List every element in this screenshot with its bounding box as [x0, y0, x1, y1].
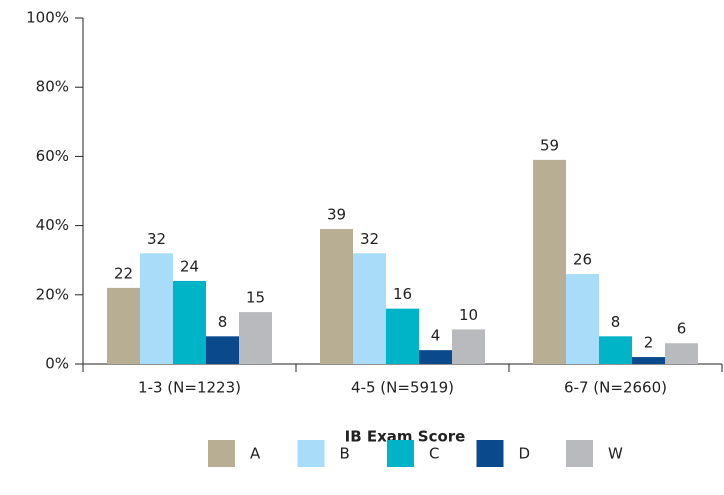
data-label: 15: [246, 289, 265, 307]
y-tick-label: 20%: [36, 285, 69, 303]
legend-label: B: [340, 445, 350, 463]
bar: [533, 159, 566, 364]
data-label: 6: [677, 320, 687, 338]
bar: [353, 253, 386, 364]
bar: [566, 274, 599, 364]
legend-label: A: [250, 445, 261, 463]
legend-swatch: [387, 440, 414, 467]
data-label: 26: [573, 251, 592, 269]
x-tick-label: 6-7 (N=2660): [564, 379, 667, 397]
bar: [665, 343, 698, 364]
bar: [386, 308, 419, 364]
data-label: 2: [644, 334, 654, 352]
data-label: 59: [540, 136, 559, 154]
legend-label: W: [608, 445, 623, 463]
data-label: 8: [611, 313, 621, 331]
legend-label: C: [429, 445, 439, 463]
data-label: 8: [218, 313, 228, 331]
data-label: 24: [180, 257, 199, 275]
legend-swatch: [476, 440, 504, 467]
x-tick-label: 4-5 (N=5919): [351, 379, 454, 397]
data-label: 32: [360, 230, 379, 248]
data-label: 10: [459, 306, 478, 324]
y-tick-label: 0%: [45, 355, 69, 373]
x-axis-label: IB Exam Score: [345, 428, 466, 446]
bar: [452, 329, 485, 364]
bar: [107, 287, 140, 364]
y-tick-label: 60%: [36, 147, 69, 165]
legend-swatch: [208, 440, 235, 467]
legend-label: D: [519, 445, 531, 463]
bar: [599, 336, 632, 364]
bar: [206, 336, 239, 364]
bar: [173, 280, 206, 364]
bar: [419, 350, 452, 364]
bar: [140, 253, 173, 364]
data-label: 32: [147, 230, 166, 248]
y-tick-label: 100%: [26, 9, 69, 27]
bar: [632, 357, 665, 364]
y-tick-label: 40%: [36, 216, 69, 234]
y-tick-label: 80%: [36, 78, 69, 96]
legend-swatch: [566, 440, 593, 467]
x-tick-label: 1-3 (N=1223): [138, 379, 241, 397]
data-label: 39: [327, 206, 346, 224]
legend-swatch: [297, 440, 325, 467]
data-label: 4: [431, 327, 441, 345]
data-label: 16: [393, 285, 412, 303]
bar: [320, 229, 353, 364]
data-label: 22: [114, 264, 133, 282]
bar: [239, 312, 272, 364]
